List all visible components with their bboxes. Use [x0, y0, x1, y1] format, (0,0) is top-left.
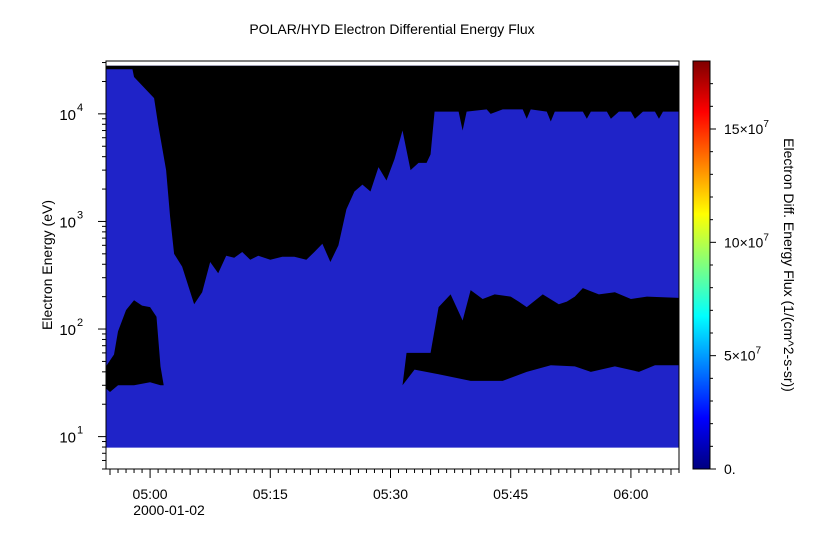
y-tick-exponent: 3 [77, 209, 83, 221]
y-tick-label: 10 [59, 214, 76, 231]
y-axis-label: Electron Energy (eV) [39, 200, 55, 330]
colorbar-ticks: 0. 5×107 10×107 15×107 [710, 83, 769, 477]
plot-frame [105, 60, 680, 470]
colorbar-tick-label: 15×107 [724, 119, 769, 137]
colorbar-tick-label: 5×107 [724, 346, 762, 364]
colorbar-tick-label: 0. [724, 461, 736, 477]
date-label: 2000-01-02 [133, 502, 205, 518]
y-tick-label: 10 [59, 322, 76, 339]
colorbar-tick-label: 10×107 [724, 232, 769, 250]
plot-area [106, 61, 679, 469]
y-tick-exponent: 4 [77, 102, 83, 114]
x-axis: 05:00 05:15 05:30 05:45 06:00 [109, 469, 680, 502]
x-tick-label: 05:15 [253, 486, 288, 502]
x-tick-label: 06:00 [613, 486, 648, 502]
colorbar-gradient [692, 60, 711, 470]
x-tick-label: 05:00 [133, 486, 168, 502]
y-tick-exponent: 1 [77, 425, 83, 437]
x-tick-label: 05:45 [493, 486, 528, 502]
colorbar-label: Electron Diff. Energy Flux (1/(cm^2-s-sr… [781, 138, 797, 392]
y-tick-exponent: 2 [77, 317, 83, 329]
low-energy-no-data-region [106, 288, 679, 392]
x-tick-label: 05:30 [373, 486, 408, 502]
colorbar: 0. 5×107 10×107 15×107 [692, 60, 769, 477]
high-energy-no-data-region [106, 65, 679, 305]
chart-title: POLAR/HYD Electron Differential Energy F… [249, 21, 534, 37]
y-tick-label: 10 [59, 430, 76, 447]
y-tick-label: 10 [59, 107, 76, 124]
